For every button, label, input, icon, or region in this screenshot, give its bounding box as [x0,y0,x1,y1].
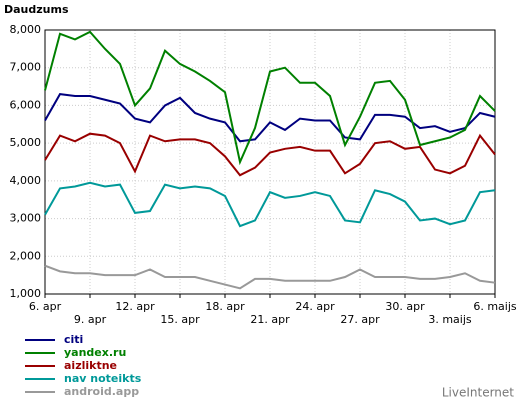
x-tick-label: 6. apr [29,300,62,313]
y-tick-label: 5,000 [10,136,42,149]
legend-label: nav noteikts [64,372,142,385]
series-line [44,30,496,166]
watermark: LiveInternet [442,386,514,400]
legend-label: aizliktne [64,359,117,372]
legend-label: citi [64,333,83,346]
series-line [44,264,496,290]
y-tick-label: 7,000 [10,61,42,74]
x-tick-label: 27. apr [340,313,380,326]
x-tick-label: 12. apr [115,300,155,313]
plot-border [44,29,496,295]
y-tick-label: 3,000 [10,212,42,225]
y-tick-label: 4,000 [10,174,42,187]
series-line [44,93,496,143]
y-tick-label: 2,000 [10,249,42,262]
x-tick-label: 30. apr [385,300,425,313]
series-line [44,181,496,228]
x-tick-label: 24. apr [295,300,335,313]
series-line [44,132,496,177]
y-tick-label: 6,000 [10,98,42,111]
chart-title: Daudzums [4,3,69,16]
x-tick-label: 18. apr [205,300,245,313]
legend-label: yandex.ru [64,346,126,359]
x-tick-label: 9. apr [74,313,107,326]
y-tick-label: 8,000 [10,23,42,36]
x-tick-label: 3. maijs [428,313,472,326]
x-tick-label: 21. apr [250,313,290,326]
x-tick-label: 15. apr [160,313,200,326]
legend-label: android.app [64,385,139,398]
x-tick-label: 6. maijs [473,300,517,313]
y-tick-label: 1,000 [10,287,42,300]
